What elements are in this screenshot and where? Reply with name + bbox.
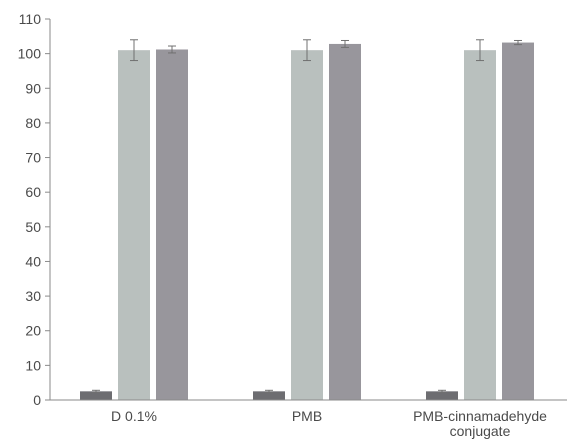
bar [502, 42, 534, 400]
y-axis: 0 10 20 30 40 50 60 70 80 90 100 110 [18, 11, 51, 408]
bar [156, 49, 188, 400]
x-tick-label: PMB [292, 408, 322, 424]
bar [329, 43, 361, 401]
y-tick-label: 80 [25, 115, 41, 131]
x-axis: D 0.1% PMB PMB-cinnamadehyde conjugate [50, 399, 567, 439]
y-tick-label: 90 [25, 80, 41, 96]
y-tick-label: 0 [33, 392, 41, 408]
bars [80, 42, 534, 401]
y-tick-label: 110 [19, 11, 42, 27]
bar [253, 391, 285, 400]
y-tick-label: 40 [25, 253, 41, 269]
bar [80, 391, 112, 400]
y-tick-label: 20 [25, 323, 41, 339]
bar [291, 50, 323, 400]
x-tick-label-line: conjugate [450, 423, 511, 439]
x-tick-label: PMB-cinnamadehyde conjugate [413, 408, 547, 439]
y-tick-label: 60 [25, 184, 41, 200]
x-tick-label-line: PMB-cinnamadehyde [413, 408, 547, 424]
x-tick-label: D 0.1% [111, 408, 157, 424]
y-tick-label: 70 [25, 150, 41, 166]
bar [118, 50, 150, 400]
y-tick-label: 10 [25, 357, 41, 373]
y-tick-label: 100 [18, 46, 42, 62]
bar [426, 391, 458, 400]
error-bars [92, 39, 522, 393]
y-tick-label: 30 [25, 288, 41, 304]
bar [464, 50, 496, 400]
y-tick-label: 50 [25, 219, 41, 235]
